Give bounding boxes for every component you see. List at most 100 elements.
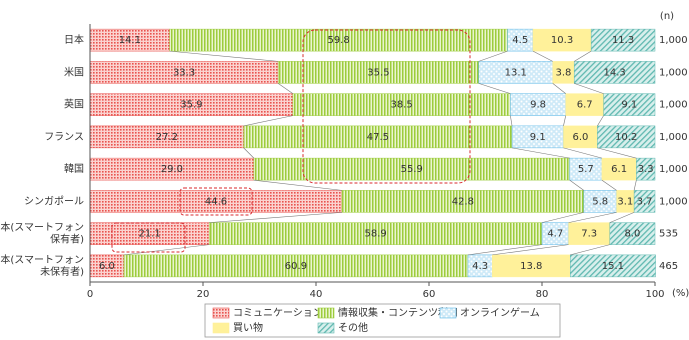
value-label: 35.9 bbox=[180, 100, 202, 111]
bar-segment bbox=[636, 157, 656, 181]
value-label: 35.5 bbox=[367, 67, 389, 78]
y-tick-label: 日本(スマートフォン未保有者) bbox=[0, 253, 84, 278]
value-label: 10.2 bbox=[615, 132, 637, 143]
y-tick-label: 日本 bbox=[64, 33, 84, 46]
highlight bbox=[179, 187, 253, 216]
connector bbox=[532, 50, 553, 62]
connector bbox=[563, 115, 567, 126]
value-label: 44.6 bbox=[205, 196, 227, 207]
legend-label: オンラインゲーム bbox=[460, 307, 540, 319]
connector bbox=[478, 83, 511, 94]
connector bbox=[570, 244, 610, 256]
connector bbox=[574, 83, 604, 94]
value-label: 27.2 bbox=[156, 132, 178, 143]
value-label: 55.9 bbox=[401, 164, 423, 175]
legend bbox=[204, 303, 561, 338]
x-tick-label: 60 bbox=[423, 289, 436, 300]
x-tick-label: 100 bbox=[645, 289, 664, 300]
value-label: 13.8 bbox=[520, 261, 542, 272]
value-label: 3.1 bbox=[617, 196, 633, 207]
value-label: 6.7 bbox=[577, 100, 593, 111]
legend-label: その他 bbox=[338, 321, 368, 334]
value-label: 29.0 bbox=[161, 164, 183, 175]
x-unit: (%) bbox=[672, 288, 689, 299]
n-label: 1,000 bbox=[659, 196, 688, 207]
value-label: 5.8 bbox=[592, 196, 608, 207]
connector bbox=[243, 115, 293, 127]
value-label: 47.5 bbox=[367, 132, 389, 143]
value-label: 9.1 bbox=[621, 100, 637, 111]
connector bbox=[510, 115, 513, 126]
y-tick-label: 英国 bbox=[64, 98, 84, 111]
value-label: 10.3 bbox=[551, 35, 573, 46]
y-tick-label: 米国 bbox=[64, 65, 84, 78]
n-label: 1,000 bbox=[659, 67, 688, 78]
value-label: 6.0 bbox=[99, 261, 115, 272]
legend-swatch bbox=[212, 307, 230, 319]
connector bbox=[633, 180, 637, 191]
connector bbox=[492, 244, 569, 256]
value-label: 21.1 bbox=[138, 229, 160, 240]
value-label: 9.8 bbox=[530, 100, 546, 111]
highlight bbox=[111, 222, 186, 253]
value-label: 4.7 bbox=[547, 229, 563, 240]
bar-segment bbox=[603, 93, 656, 116]
value-label: 15.1 bbox=[602, 261, 624, 272]
y-tick-label: フランス bbox=[44, 131, 84, 143]
connector bbox=[277, 83, 294, 94]
connector bbox=[512, 147, 570, 159]
bar-segment bbox=[609, 222, 656, 245]
n-label: 1,000 bbox=[659, 100, 688, 111]
value-label: 3.7 bbox=[637, 196, 653, 207]
value-label: 11.3 bbox=[612, 35, 634, 46]
highlight bbox=[302, 29, 471, 184]
value-label: 58.9 bbox=[364, 229, 386, 240]
value-label: 6.1 bbox=[611, 164, 627, 175]
connector bbox=[574, 50, 592, 62]
n-label: 1,000 bbox=[659, 132, 688, 143]
value-label: 3.8 bbox=[556, 67, 572, 78]
connector bbox=[609, 212, 635, 223]
bar-segment bbox=[597, 125, 656, 149]
connector bbox=[478, 50, 508, 62]
value-label: 59.8 bbox=[327, 35, 349, 46]
connector bbox=[597, 147, 637, 159]
connector bbox=[597, 115, 604, 127]
y-tick-label: 韓国 bbox=[64, 163, 84, 175]
bar-segment bbox=[570, 254, 656, 278]
x-tick-label: 20 bbox=[197, 289, 210, 300]
value-label: 4.5 bbox=[512, 35, 528, 46]
value-label: 42.8 bbox=[452, 196, 474, 207]
legend-label: 情報収集・コンテンツ利用 bbox=[338, 306, 458, 319]
n-label: 535 bbox=[659, 229, 678, 240]
x-tick-label: 0 bbox=[87, 289, 93, 300]
n-header: (n) bbox=[660, 11, 674, 22]
legend-swatch bbox=[212, 322, 230, 334]
value-label: 33.3 bbox=[173, 67, 195, 78]
connector bbox=[123, 244, 210, 256]
x-tick-label: 40 bbox=[310, 289, 323, 300]
bar-segment bbox=[633, 190, 656, 213]
n-label: 1,000 bbox=[659, 164, 688, 175]
connector bbox=[563, 147, 602, 159]
connector bbox=[569, 179, 584, 191]
value-label: 14.3 bbox=[603, 67, 625, 78]
connector bbox=[209, 212, 343, 223]
value-label: 5.7 bbox=[578, 164, 594, 175]
connector bbox=[541, 212, 584, 223]
value-label: 9.1 bbox=[530, 132, 546, 143]
value-label: 3.3 bbox=[638, 164, 654, 175]
bar-segment bbox=[573, 61, 656, 84]
value-label: 7.3 bbox=[581, 229, 597, 240]
connector bbox=[243, 147, 255, 159]
value-label: 14.1 bbox=[119, 35, 141, 46]
value-label: 60.9 bbox=[285, 261, 307, 272]
n-label: 465 bbox=[659, 261, 678, 272]
legend-swatch bbox=[317, 322, 335, 334]
plot: 14.1 59.8 4.5 10.3 11.3 33.3 35.5 13.1 3.8 14.3 35… bbox=[89, 28, 656, 278]
legend-label: 買い物 bbox=[233, 321, 263, 334]
connector bbox=[601, 179, 617, 191]
connector bbox=[467, 244, 543, 256]
value-label: 4.3 bbox=[472, 261, 488, 272]
